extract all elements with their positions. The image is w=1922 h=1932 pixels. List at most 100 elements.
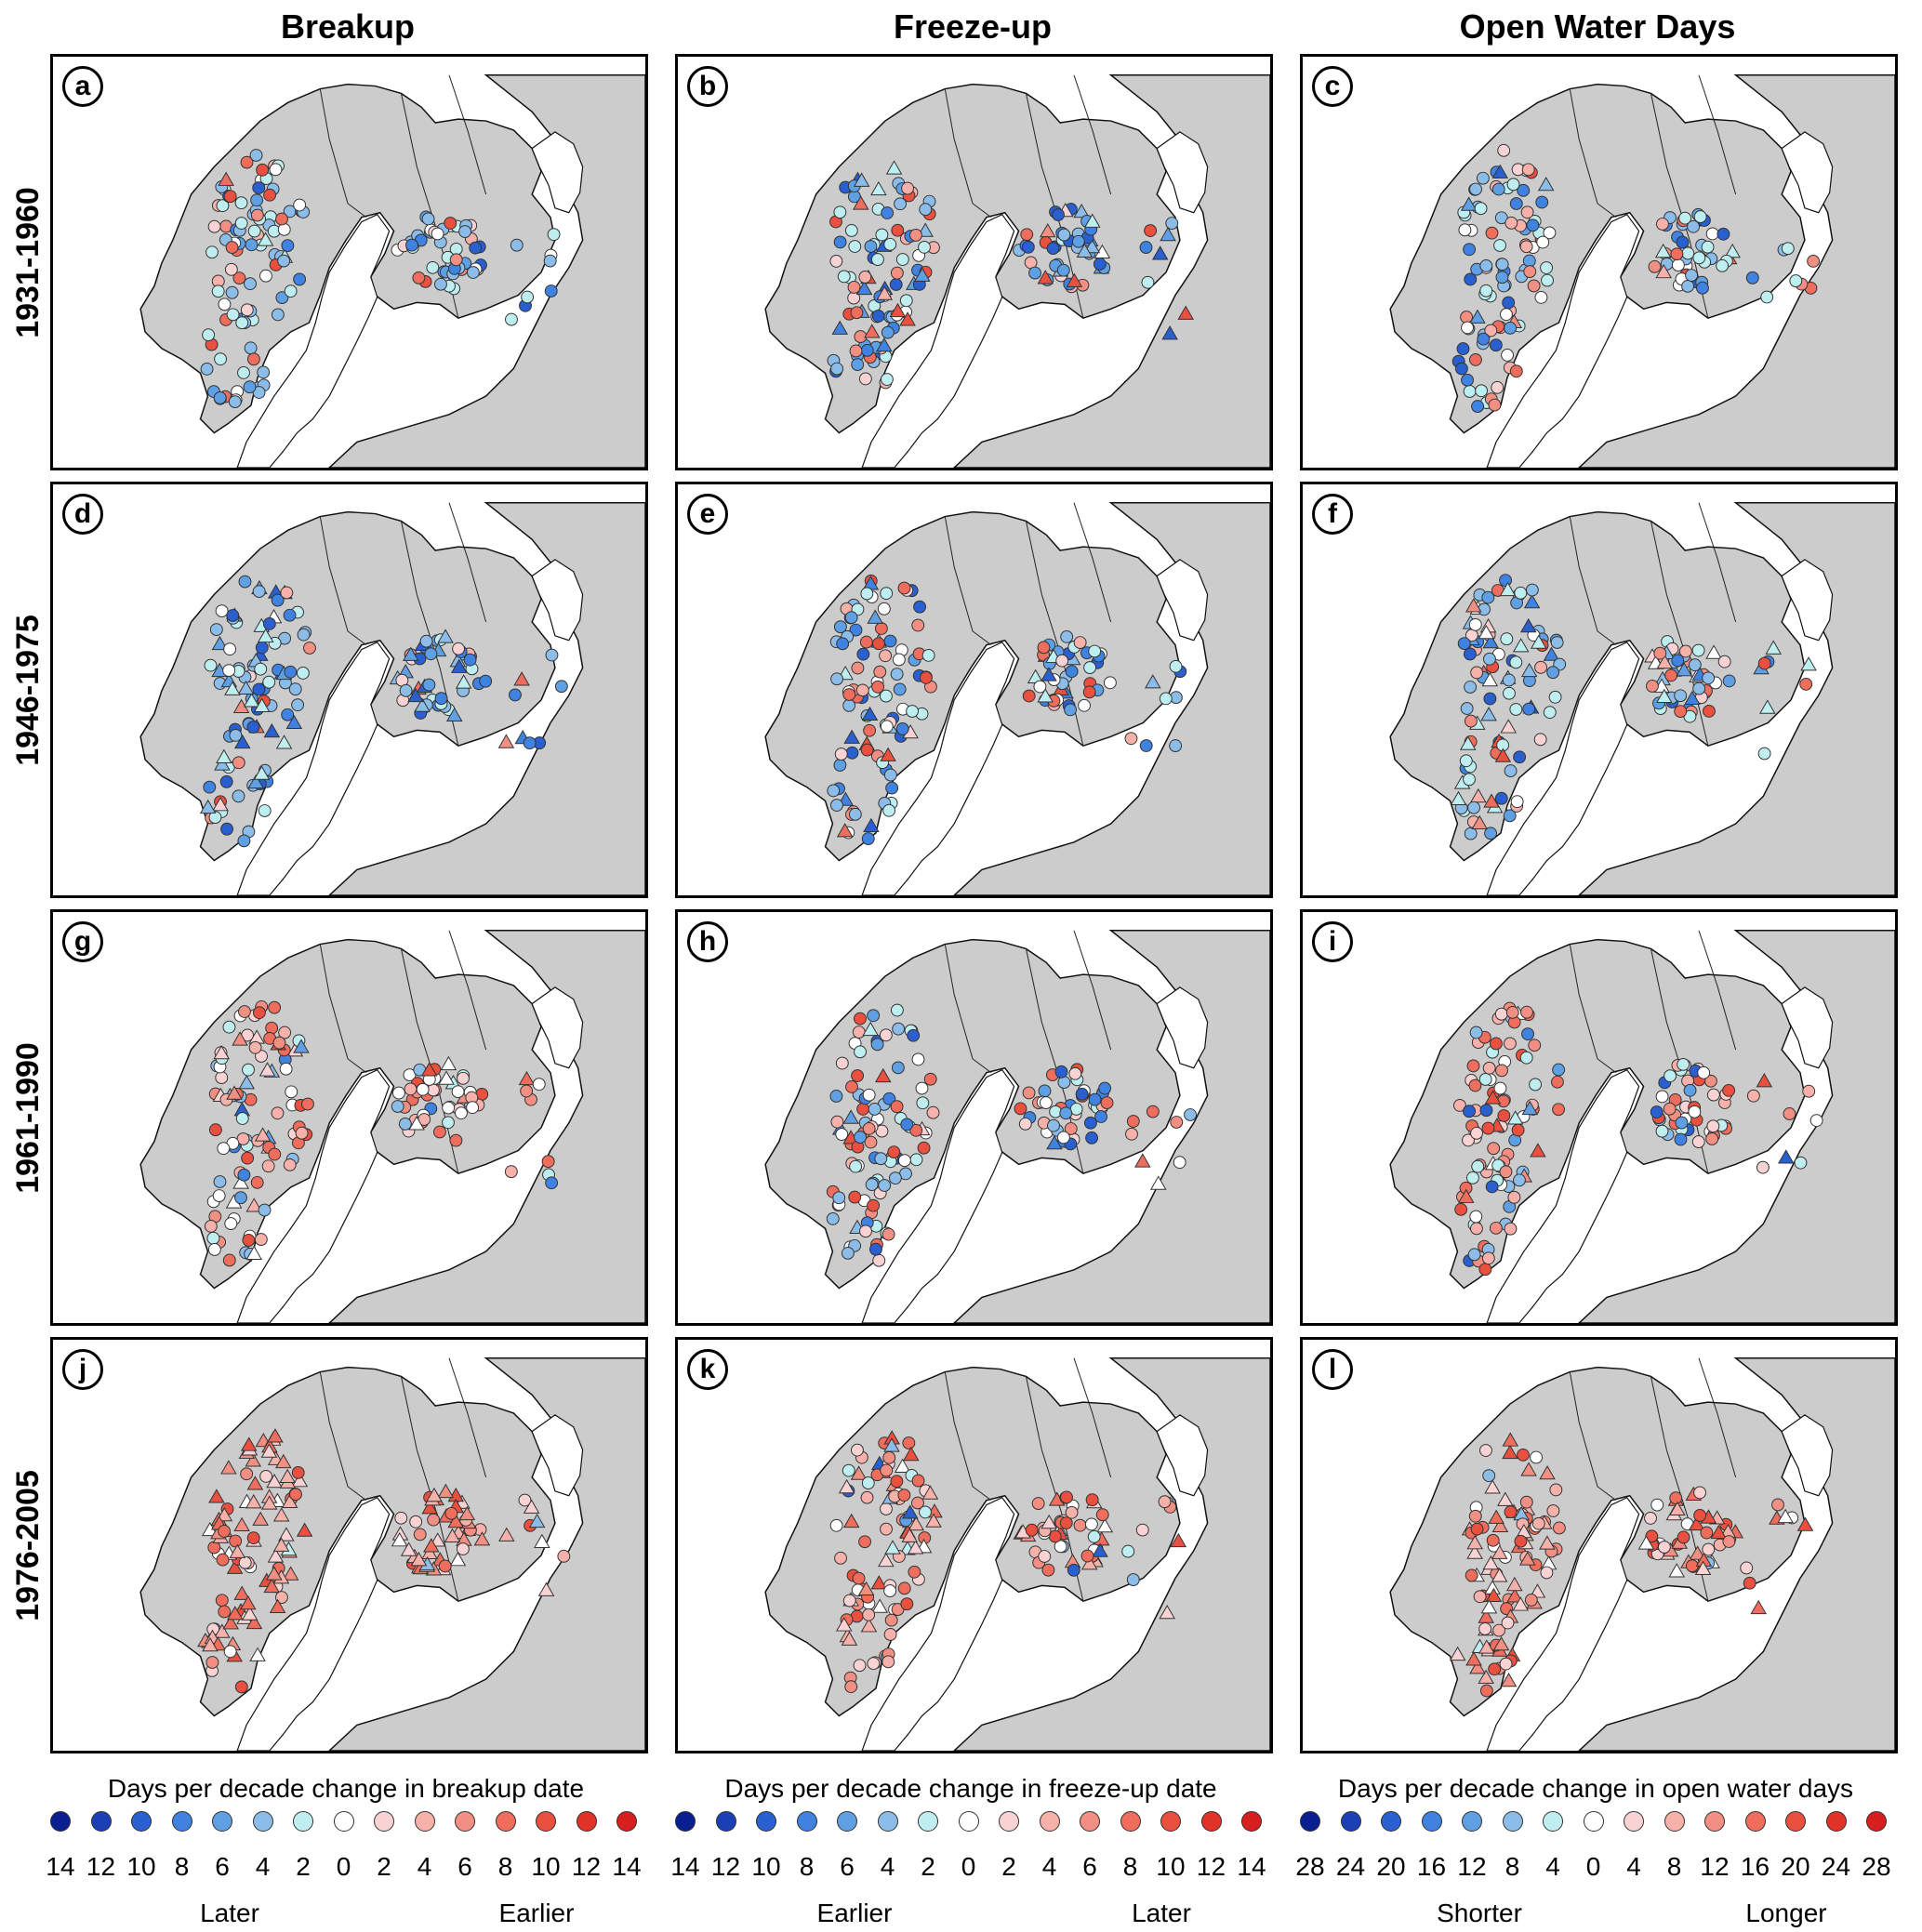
station-marker-circle (1756, 1160, 1770, 1174)
station-marker-circle (224, 1217, 238, 1230)
station-marker-triangle (1482, 1555, 1500, 1570)
station-marker-triangle (247, 774, 264, 789)
station-marker-circle (830, 362, 844, 376)
station-marker-circle (1552, 1521, 1566, 1535)
station-marker-circle (874, 622, 888, 635)
station-marker-circle (1087, 1529, 1101, 1543)
station-marker-circle (1688, 658, 1702, 672)
station-marker-triangle (1466, 1535, 1483, 1550)
station-marker-circle (249, 149, 263, 162)
station-marker-circle (1541, 273, 1554, 287)
station-marker-circle (240, 155, 254, 169)
map-panel-l: l (1300, 1337, 1898, 1753)
legend-left-label: Earlier (816, 1899, 893, 1927)
station-marker-circle (1491, 380, 1504, 394)
station-marker-circle (1543, 706, 1557, 720)
station-marker-circle (902, 1436, 916, 1449)
station-marker-circle (1469, 182, 1482, 196)
station-marker-circle (1121, 1544, 1135, 1558)
legend-tick-label: 0 (1585, 1852, 1601, 1881)
station-marker-circle (1688, 1105, 1702, 1118)
station-marker-circle (1499, 308, 1513, 322)
station-marker-circle (1536, 235, 1550, 249)
station-marker-circle (849, 1159, 863, 1173)
station-marker-circle (911, 1496, 924, 1510)
legend-title: Days per decade change in freeze-up date (724, 1774, 1217, 1803)
station-marker-triangle (218, 171, 234, 186)
station-marker-circle (252, 682, 266, 696)
station-marker-circle (844, 1680, 858, 1694)
station-marker-triangle (870, 1575, 888, 1590)
station-marker-circle (1644, 1512, 1657, 1525)
station-marker-circle (518, 1493, 532, 1507)
station-marker-circle (404, 1082, 418, 1096)
station-marker-circle (1144, 224, 1158, 237)
station-marker-circle (246, 1531, 260, 1545)
legend-tick-label: 12 (86, 1852, 116, 1881)
legend-dot (1866, 1811, 1887, 1832)
station-marker-circle (1466, 1059, 1480, 1073)
station-marker-circle (281, 708, 295, 721)
legend-tick-label: 14 (612, 1852, 642, 1881)
station-marker-circle (871, 680, 885, 694)
station-marker-circle (867, 1198, 881, 1212)
station-marker-circle (1514, 1534, 1528, 1548)
station-marker-circle (455, 1106, 468, 1120)
panel-letter-label: b (687, 66, 728, 107)
legend-dot (1120, 1811, 1141, 1832)
station-marker-circle (1468, 1078, 1482, 1092)
white-sea (531, 131, 584, 214)
station-marker-circle (284, 665, 298, 679)
station-marker-circle (532, 1078, 546, 1092)
station-marker-triangle (876, 285, 894, 300)
station-marker-circle (1479, 284, 1493, 298)
station-marker-circle (1646, 680, 1659, 693)
station-marker-circle (219, 774, 233, 788)
station-marker-circle (1653, 646, 1667, 660)
station-marker-circle (283, 608, 297, 622)
station-marker-circle (887, 1145, 901, 1159)
station-marker-circle (1789, 274, 1803, 287)
station-marker-circle (1095, 1508, 1109, 1522)
station-marker-circle (848, 1190, 862, 1204)
station-marker-circle (247, 224, 261, 238)
map-panel-d: d (50, 482, 648, 898)
station-marker-triangle (1488, 1509, 1504, 1524)
station-marker-circle (901, 181, 914, 195)
station-marker-triangle (860, 1618, 878, 1633)
station-marker-circle (1100, 1096, 1114, 1110)
station-marker-circle (842, 698, 856, 712)
station-marker-circle (867, 1009, 881, 1023)
station-marker-circle (256, 163, 270, 177)
station-marker-circle (890, 1003, 904, 1017)
station-marker-circle (1505, 1005, 1519, 1019)
station-marker-circle (1479, 1684, 1493, 1698)
station-marker-circle (881, 1655, 895, 1669)
station-marker-circle (545, 648, 559, 662)
station-marker-circle (1521, 1027, 1534, 1041)
station-marker-circle (848, 240, 862, 253)
station-marker-circle (890, 266, 904, 280)
station-marker-triangle (266, 1566, 283, 1581)
station-marker-circle (223, 642, 237, 656)
station-marker-circle (262, 616, 276, 630)
legend-color-dots (1289, 1811, 1902, 1839)
station-marker-circle (1503, 809, 1517, 823)
station-marker-circle (1014, 1102, 1027, 1116)
station-marker-circle (245, 238, 258, 252)
station-marker-triangle (863, 817, 880, 833)
white-sea (1781, 559, 1834, 642)
station-marker-circle (1802, 1084, 1816, 1098)
map-svg (53, 484, 645, 895)
station-marker-triangle (1465, 1651, 1482, 1666)
station-marker-circle (913, 600, 927, 614)
legend-dot (1160, 1811, 1181, 1832)
station-marker-triangle (437, 1483, 455, 1499)
station-marker-circle (1504, 1505, 1518, 1519)
station-marker-circle (1459, 754, 1473, 768)
station-marker-circle (1173, 1156, 1186, 1170)
station-marker-circle (200, 362, 214, 376)
station-marker-circle (1467, 1248, 1481, 1262)
white-sea (1156, 1414, 1209, 1497)
legend-dot (1039, 1811, 1060, 1832)
